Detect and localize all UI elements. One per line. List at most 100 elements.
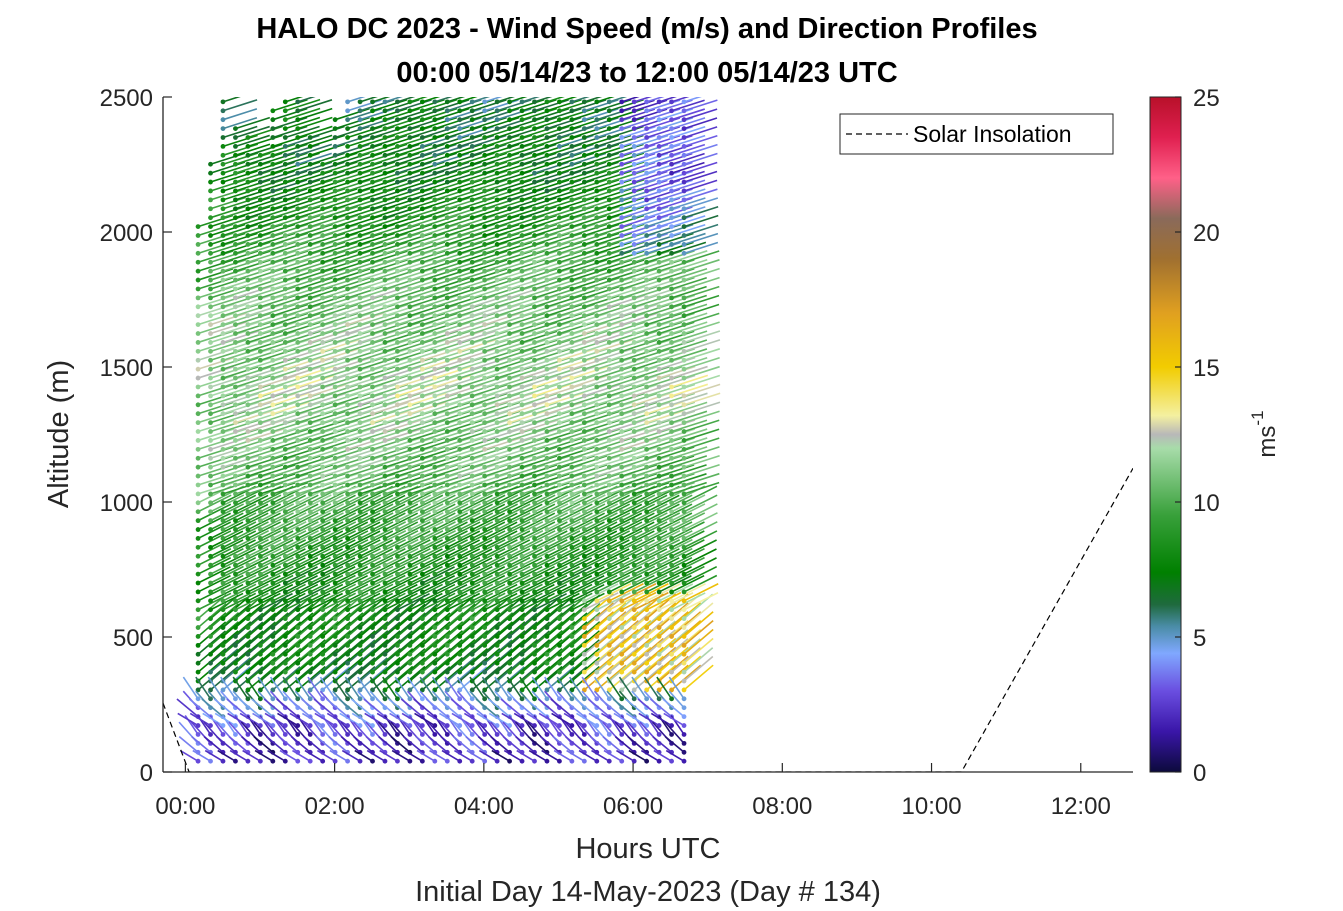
wind-barb-point — [407, 518, 413, 524]
wind-barb-point — [295, 527, 301, 532]
wind-barb — [397, 419, 434, 433]
wind-barb — [407, 676, 424, 700]
wind-barb — [197, 374, 234, 388]
wind-barb — [447, 170, 482, 183]
wind-barb-point — [382, 322, 388, 328]
wind-barb-point — [370, 518, 375, 524]
wind-barb-point — [270, 366, 276, 372]
wind-barb-point — [320, 598, 326, 604]
wind-barb-point — [469, 571, 475, 577]
wind-barb-point — [407, 135, 413, 140]
wind-barb-point — [432, 607, 438, 613]
wind-barb — [334, 205, 371, 219]
wind-barb-point — [357, 669, 363, 675]
wind-barb — [496, 446, 534, 460]
wind-barb — [584, 125, 619, 139]
wind-barb — [546, 267, 583, 281]
wind-barb — [359, 454, 397, 468]
wind-barb-point — [432, 509, 438, 515]
wind-barb-point — [320, 393, 326, 399]
wind-barb-point — [295, 491, 301, 497]
wind-barb — [384, 472, 421, 486]
wind-barb-point — [195, 625, 201, 630]
wind-barb — [222, 463, 259, 477]
wind-barb-point — [419, 651, 425, 657]
wind-barb-point — [208, 197, 213, 203]
wind-barb-point — [519, 295, 525, 301]
wind-barb-point — [544, 286, 550, 292]
wind-barb-point — [432, 438, 438, 443]
wind-barb — [513, 712, 535, 727]
wind-barb — [583, 638, 614, 664]
wind-barb-point — [569, 357, 575, 363]
wind-barb-point — [320, 357, 326, 363]
wind-barb-point — [233, 625, 238, 630]
wind-barb — [235, 356, 272, 370]
wind-barb-point — [407, 438, 413, 443]
wind-barb-point — [569, 170, 575, 176]
wind-barb-point — [482, 482, 488, 488]
wind-barb — [509, 197, 545, 210]
wind-barb — [596, 503, 631, 522]
wind-barb — [372, 621, 401, 646]
wind-barb — [484, 648, 513, 673]
wind-barb — [452, 735, 473, 753]
wind-barb — [397, 258, 434, 272]
wind-barb — [366, 749, 386, 762]
wind-barb — [409, 455, 446, 468]
wind-barb — [288, 698, 311, 718]
wind-barb — [409, 339, 446, 353]
wind-barb-point — [544, 544, 550, 550]
wind-barb — [378, 735, 398, 753]
wind-barb — [546, 657, 575, 682]
wind-barb — [434, 99, 470, 112]
wind-barb — [434, 143, 470, 157]
wind-barb — [534, 446, 571, 460]
wind-barb-point — [395, 366, 400, 372]
wind-barb-point — [444, 625, 450, 630]
wind-barb — [534, 401, 571, 415]
wind-barb — [247, 125, 283, 139]
wind-barb — [409, 303, 446, 317]
wind-barb-point — [370, 723, 375, 728]
wind-barb — [272, 348, 309, 362]
wind-barb-point — [270, 304, 276, 310]
wind-barb — [496, 428, 533, 442]
wind-barb — [534, 134, 570, 148]
wind-barb-point — [282, 589, 288, 595]
wind-barb-point — [307, 598, 313, 604]
wind-barb-point — [606, 491, 612, 497]
wind-barb-point — [519, 669, 525, 675]
wind-barb-point — [482, 99, 488, 105]
wind-barb-point — [332, 197, 338, 203]
wind-barb — [197, 494, 232, 513]
wind-barb-point — [594, 562, 600, 568]
wind-barb-point — [407, 544, 413, 550]
wind-barb — [272, 574, 306, 593]
wind-barb-point — [233, 242, 238, 247]
wind-barb-point — [494, 634, 500, 639]
wind-barb-point — [282, 179, 288, 185]
wind-barb-point — [457, 553, 463, 559]
wind-barb — [559, 583, 593, 602]
wind-barb-point — [270, 331, 276, 336]
wind-barb — [534, 503, 569, 522]
wind-barb-point — [419, 491, 425, 497]
wind-barb — [359, 357, 396, 370]
wind-barb — [334, 603, 364, 629]
wind-barb-point — [407, 642, 413, 648]
wind-barb-point — [233, 527, 238, 532]
wind-barb — [235, 223, 271, 237]
wind-barb-point — [507, 420, 512, 426]
wind-barb — [234, 656, 264, 682]
wind-barb — [334, 463, 371, 477]
wind-barb — [210, 603, 240, 629]
wind-barb — [359, 565, 394, 584]
wind-barb-point — [594, 357, 600, 363]
wind-barb-point — [569, 384, 575, 390]
wind-barb — [235, 134, 270, 148]
wind-barb — [534, 556, 568, 575]
wind-barb — [521, 630, 550, 655]
wind-barb-point — [569, 473, 575, 479]
wind-barb-point — [357, 607, 363, 613]
